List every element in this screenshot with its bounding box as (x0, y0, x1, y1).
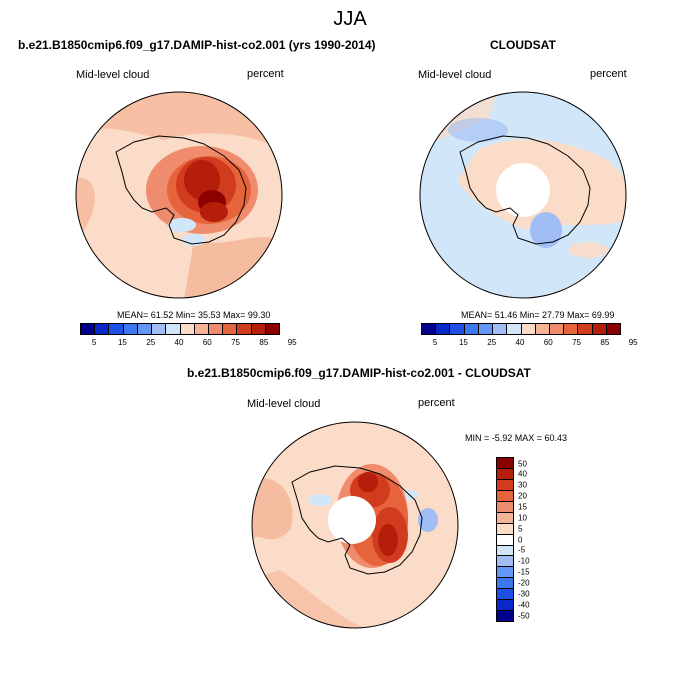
colorbar-swatch (265, 324, 280, 334)
colorbar-tick-label: 85 (600, 338, 610, 347)
colorbar-tick-label: -15 (518, 567, 530, 577)
panel1-right-label: percent (247, 68, 284, 80)
colorbar-tick-label: 5 (432, 338, 438, 347)
panel3-title: b.e21.B1850cmip6.f09_g17.DAMIP-hist-co2.… (187, 366, 531, 380)
colorbar-tick-label: 25 (146, 338, 156, 347)
colorbar-swatch (450, 324, 465, 334)
colorbar-swatch (606, 324, 621, 334)
colorbar-tick-label: -20 (518, 578, 530, 588)
colorbar-swatch (109, 324, 124, 334)
colorbar-tick-label: 40 (515, 338, 525, 347)
colorbar-swatch (497, 600, 513, 612)
colorbar-swatch (497, 589, 513, 601)
colorbar-tick-label: 15 (518, 502, 527, 512)
panel2-colorbar-ticks: 5 15 25 40 60 75 85 95 (421, 338, 638, 348)
colorbar-tick-label: 15 (458, 338, 468, 347)
colorbar-tick-label: 50 (518, 459, 527, 469)
colorbar-tick-label: 40 (174, 338, 184, 347)
colorbar-swatch (592, 324, 607, 334)
colorbar-swatch (223, 324, 238, 334)
colorbar-tick-label: -40 (518, 600, 530, 610)
colorbar-tick-label: 30 (518, 480, 527, 490)
panel3-colorbar (496, 457, 514, 622)
panel2-right-label: percent (590, 68, 627, 80)
panel1-map (75, 91, 283, 299)
colorbar-swatch (137, 324, 153, 334)
colorbar-swatch (478, 324, 494, 334)
colorbar-swatch (497, 567, 513, 579)
colorbar-swatch (497, 501, 513, 513)
colorbar-swatch (194, 324, 209, 334)
panel1-title: b.e21.B1850cmip6.f09_g17.DAMIP-hist-co2.… (18, 38, 376, 52)
panel1-colorbar (80, 323, 280, 335)
colorbar-swatch (497, 556, 513, 568)
colorbar-swatch (549, 324, 565, 334)
panel3-colorbar-ticks: 50 40 30 20 15 10 5 0 -5 -10 -15 -20 -30 -40 -50 (518, 457, 548, 620)
panel3-right-label: percent (418, 397, 455, 409)
colorbar-swatch (497, 468, 513, 480)
colorbar-swatch (95, 324, 110, 334)
colorbar-swatch (497, 479, 513, 491)
panel2-stats: MEAN= 51.46 Min= 27.79 Max= 69.99 (461, 310, 615, 320)
colorbar-swatch (507, 324, 522, 334)
colorbar-swatch (251, 324, 266, 334)
colorbar-tick-label: 15 (117, 338, 127, 347)
panel3-map (251, 421, 459, 629)
colorbar-tick-label: 95 (287, 338, 297, 347)
colorbar-tick-label: -10 (518, 556, 530, 566)
panel2-map (419, 91, 627, 299)
colorbar-swatch (208, 324, 224, 334)
colorbar-tick-label: 40 (518, 469, 527, 479)
colorbar-tick-label: 85 (259, 338, 269, 347)
colorbar-tick-label: 60 (543, 338, 553, 347)
colorbar-swatch (578, 324, 593, 334)
colorbar-swatch (535, 324, 550, 334)
panel1-colorbar-ticks: 5 15 25 40 60 75 85 95 (80, 338, 297, 348)
panel2-left-label: Mid-level cloud (418, 69, 492, 81)
colorbar-swatch (152, 324, 167, 334)
colorbar-tick-label: 60 (202, 338, 212, 347)
colorbar-swatch (497, 578, 513, 590)
colorbar-tick-label: 95 (628, 338, 638, 347)
colorbar-swatch (422, 324, 437, 334)
colorbar-swatch (564, 324, 579, 334)
colorbar-swatch (166, 324, 181, 334)
colorbar-swatch (81, 324, 96, 334)
colorbar-swatch (237, 324, 252, 334)
panel3-left-label: Mid-level cloud (247, 398, 321, 410)
colorbar-tick-label: 5 (91, 338, 97, 347)
colorbar-swatch (497, 490, 513, 502)
colorbar-tick-label: -5 (518, 545, 526, 555)
colorbar-tick-label: 25 (487, 338, 497, 347)
colorbar-tick-label: 20 (518, 491, 527, 501)
colorbar-swatch (497, 534, 513, 546)
colorbar-tick-label: 75 (572, 338, 582, 347)
colorbar-tick-label: 10 (518, 513, 527, 523)
main-title: JJA (333, 8, 367, 30)
colorbar-swatch (464, 324, 479, 334)
colorbar-swatch (521, 324, 536, 334)
colorbar-tick-label: 75 (231, 338, 241, 347)
panel2-colorbar (421, 323, 621, 335)
colorbar-tick-label: 0 (518, 535, 523, 545)
colorbar-swatch (497, 458, 513, 469)
colorbar-swatch (180, 324, 195, 334)
panel2-title: CLOUDSAT (490, 38, 556, 52)
colorbar-swatch (497, 512, 513, 524)
colorbar-swatch (497, 523, 513, 535)
panel1-stats: MEAN= 61.52 Min= 35.53 Max= 99.30 (117, 310, 271, 320)
colorbar-tick-label: -50 (518, 611, 530, 621)
panel1-left-label: Mid-level cloud (76, 69, 150, 81)
panel3-stats: MIN = -5.92 MAX = 60.43 (465, 433, 568, 443)
colorbar-swatch (493, 324, 508, 334)
colorbar-swatch (497, 611, 513, 622)
colorbar-swatch (436, 324, 451, 334)
colorbar-swatch (497, 545, 513, 557)
colorbar-tick-label: -30 (518, 589, 530, 599)
colorbar-swatch (123, 324, 138, 334)
colorbar-tick-label: 5 (518, 524, 523, 534)
